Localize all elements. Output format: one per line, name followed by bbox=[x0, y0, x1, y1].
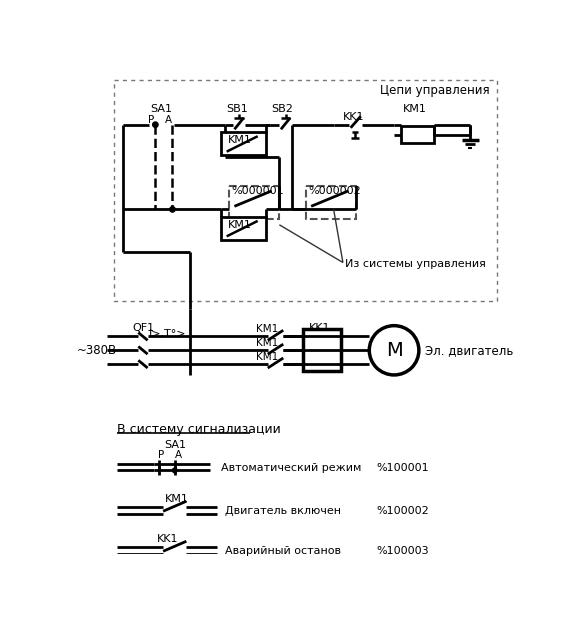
Text: %100003: %100003 bbox=[376, 546, 429, 556]
Text: SB1: SB1 bbox=[227, 104, 249, 114]
Circle shape bbox=[369, 326, 419, 375]
Text: KM1: KM1 bbox=[256, 352, 278, 362]
Text: QF1: QF1 bbox=[132, 323, 154, 333]
Circle shape bbox=[153, 122, 158, 128]
Bar bbox=[302, 329, 342, 371]
Bar bbox=[401, 126, 434, 143]
Text: P: P bbox=[148, 114, 154, 124]
Text: %000001: %000001 bbox=[231, 187, 284, 197]
Text: Цепи управления: Цепи управления bbox=[380, 84, 490, 97]
Text: Из системы управления: Из системы управления bbox=[345, 259, 486, 269]
Bar bbox=[221, 217, 266, 240]
Circle shape bbox=[170, 207, 175, 212]
Text: KM1: KM1 bbox=[403, 104, 427, 114]
Text: Двигатель включен: Двигатель включен bbox=[225, 506, 341, 516]
Text: KM1: KM1 bbox=[165, 493, 188, 504]
Text: KK1: KK1 bbox=[343, 111, 365, 121]
Text: В систему сигнализации: В систему сигнализации bbox=[117, 423, 280, 435]
Text: Эл. двигатель: Эл. двигатель bbox=[425, 344, 513, 357]
Text: Аварийный останов: Аварийный останов bbox=[225, 546, 341, 556]
Text: KM1: KM1 bbox=[256, 338, 278, 348]
Text: SA1: SA1 bbox=[150, 104, 172, 114]
Text: Автоматический режим: Автоматический режим bbox=[221, 463, 362, 473]
Text: SA1: SA1 bbox=[165, 440, 187, 450]
Text: M: M bbox=[386, 341, 402, 360]
Text: %100001: %100001 bbox=[376, 463, 429, 473]
Text: KM1: KM1 bbox=[228, 220, 252, 230]
Text: P: P bbox=[158, 450, 164, 460]
Text: I>,T°>: I>,T°> bbox=[149, 329, 187, 339]
Text: %100002: %100002 bbox=[376, 506, 429, 516]
Text: KM1: KM1 bbox=[228, 136, 252, 146]
Text: KM1: KM1 bbox=[256, 324, 278, 334]
Text: A: A bbox=[174, 450, 182, 460]
Text: %000002: %000002 bbox=[309, 187, 362, 197]
Text: SB2: SB2 bbox=[272, 104, 293, 114]
Text: KK1: KK1 bbox=[157, 534, 178, 544]
Text: KK1: KK1 bbox=[309, 323, 330, 333]
Bar bbox=[306, 187, 356, 218]
Text: ~380В: ~380В bbox=[76, 344, 117, 357]
Bar bbox=[114, 80, 497, 301]
Circle shape bbox=[172, 468, 177, 473]
Text: A: A bbox=[165, 114, 172, 124]
Bar bbox=[229, 187, 279, 218]
Bar bbox=[221, 132, 266, 156]
